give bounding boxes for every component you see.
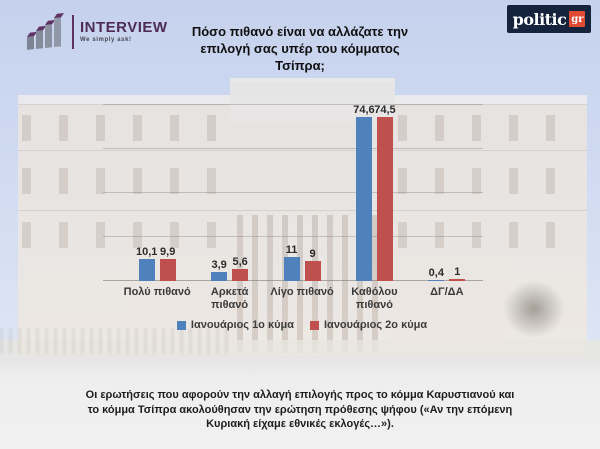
politic-logo-text: politic [512,9,567,29]
bar-cells: 10,1 9,9 3,9 5,6 11 9 74,6 74,5 0,4 1 [121,104,483,281]
bar-wrap: 9,9 [159,246,176,281]
bar-value-label: 74,6 [353,103,375,116]
interview-logo: INTERVIEW We simply ask! [26,8,168,55]
gridline [103,104,483,105]
logo-divider [72,14,74,49]
chart-legend: Ιανουάριος 1ο κύμα Ιανουάριος 2ο κύμα [121,319,483,331]
bar-chart: 10,1 9,9 3,9 5,6 11 9 74,6 74,5 0,4 1 Πολύ πιθανό… [103,104,483,331]
bar-wrap: 1 [449,266,466,281]
window-row [22,222,227,248]
category-label: Αρκετά πιθανό [210,286,249,311]
window-row [22,115,227,141]
window-row [398,115,583,141]
bar-group: 10,1 9,9 [136,246,176,281]
bar-group: 0,4 1 [428,266,466,281]
bar-wrap: 11 [283,244,300,281]
category-label: ΔΓ/ΔΑ [430,286,464,298]
chart-title: Πόσο πιθανό είναι να αλλάζατε την επιλογ… [191,24,409,73]
footer-note: Οι ερωτήσεις που αφορούν την αλλαγή επιλ… [85,389,515,430]
bar-value-label: 9,9 [160,246,176,259]
bar [159,259,176,281]
gridline [103,236,483,237]
bar [138,258,155,281]
bar-chart-logo-icon [26,8,66,55]
bar-wrap: 74,6 [353,104,375,281]
bar-value-label: 11 [285,243,298,256]
building-floor-line [18,210,587,211]
window-row [22,168,227,194]
bar-wrap: 3,9 [211,259,228,281]
category-axis: Πολύ πιθανό Αρκετά πιθανό Λίγο πιθανό Καθόλ… [121,286,483,312]
politic-gr-badge: gr [569,11,586,27]
bar-value-label: 9 [309,248,316,261]
legend-item: Ιανουάριος 2ο κύμα [310,319,427,331]
legend-label: Ιανουάριος 2ο κύμα [324,319,428,331]
bar [211,272,228,281]
bar-wrap: 0,4 [428,267,445,281]
crowd-smudge [0,328,230,354]
bar-value-label: 74,5 [374,104,396,117]
bar-wrap: 5,6 [232,256,249,281]
bar-value-label: 0,4 [428,266,444,279]
legend-label: Ιανουάριος 1ο κύμα [190,319,294,331]
plot-area: 10,1 9,9 3,9 5,6 11 9 74,6 74,5 0,4 1 [103,104,483,281]
bar [304,261,321,281]
syntagma-plaza [0,340,600,449]
category-label: Καθόλου πιθανό [351,286,398,311]
bar [283,256,300,281]
bar [355,116,372,281]
category-cell: 11 9 [266,105,338,281]
window-row [398,222,583,248]
category-label: Λίγο πιθανό [270,286,334,298]
legend-swatch [176,320,186,330]
bar-group: 3,9 5,6 [211,256,249,281]
politic-gr-logo: politic gr [507,5,591,33]
category-cell: 74,6 74,5 [338,104,410,281]
bar-group: 74,6 74,5 [353,104,396,281]
interview-logo-text: INTERVIEW [80,19,168,36]
category-label: Πολύ πιθανό [123,286,191,298]
bar-value-label: 10,1 [135,245,158,258]
category-cell: 10,1 9,9 [121,105,193,281]
bar [428,279,445,281]
gridline [103,148,483,149]
gridline [103,192,483,193]
category-cell: 3,9 5,6 [193,105,265,281]
bar [449,278,466,281]
bar-wrap: 10,1 [136,246,157,281]
category-cell: 0,4 1 [411,105,483,281]
building-floor-line [18,150,587,151]
tree-silhouette [503,280,565,338]
legend-swatch [310,320,319,330]
bar-value-label: 5,6 [232,255,248,268]
bar-wrap: 9 [304,248,321,281]
bar-value-label: 3,9 [211,259,227,272]
bar-group: 11 9 [283,244,321,281]
bar [376,117,393,281]
legend-item: Ιανουάριος 1ο κύμα [176,319,294,331]
parliament-building [18,78,587,355]
bar-value-label: 1 [454,265,461,278]
bar-wrap: 74,5 [374,104,396,281]
bar [232,268,249,281]
interview-logo-tagline: We simply ask! [80,37,132,43]
building-central-portico [230,78,395,122]
window-row [398,168,583,194]
